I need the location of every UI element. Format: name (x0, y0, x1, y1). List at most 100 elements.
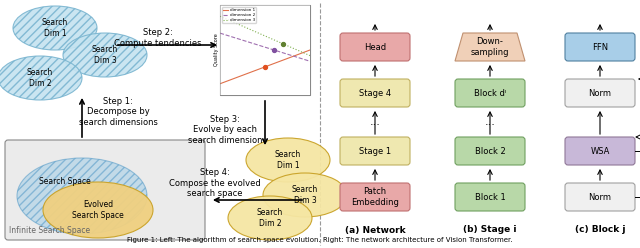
Text: Search Space: Search Space (39, 178, 91, 186)
dimension 1 (230, 77, 238, 80)
dimension 1 (250, 70, 257, 73)
Line: dimension 1: dimension 1 (220, 50, 310, 84)
dimension 2 (278, 51, 285, 54)
Text: Block 1: Block 1 (475, 192, 506, 201)
Text: Search
Dim 1: Search Dim 1 (275, 150, 301, 170)
dimension 2 (292, 55, 300, 58)
Text: Patch
Embedding: Patch Embedding (351, 187, 399, 207)
dimension 1 (235, 75, 243, 78)
Text: (b) Stage i: (b) Stage i (463, 225, 516, 235)
FancyBboxPatch shape (565, 79, 635, 107)
Text: Figure 1: Left: The algorithm of search space evolution. Right: The network arch: Figure 1: Left: The algorithm of search … (127, 237, 513, 243)
Text: FFN: FFN (592, 42, 608, 52)
dimension 3 (254, 31, 262, 34)
Polygon shape (455, 33, 525, 61)
dimension 3 (278, 42, 285, 45)
Text: Search
Dim 1: Search Dim 1 (42, 18, 68, 38)
dimension 2 (301, 58, 309, 61)
dimension 2 (287, 54, 295, 57)
Text: Stage 1: Stage 1 (359, 147, 391, 155)
Text: Step 4:
Compose the evolved
search space: Step 4: Compose the evolved search space (169, 168, 261, 198)
dimension 1 (264, 64, 271, 67)
Text: Stage 4: Stage 4 (359, 89, 391, 97)
dimension 1 (278, 59, 285, 62)
Line: dimension 2: dimension 2 (220, 33, 310, 61)
dimension 2 (254, 43, 262, 46)
dimension 2 (282, 52, 290, 55)
dimension 3 (264, 35, 271, 38)
dimension 2 (306, 60, 314, 63)
dimension 3 (268, 37, 276, 40)
dimension 3 (250, 29, 257, 32)
dimension 1 (221, 81, 228, 84)
dimension 3 (259, 33, 266, 36)
FancyBboxPatch shape (455, 79, 525, 107)
Text: ...: ... (484, 117, 495, 127)
FancyBboxPatch shape (565, 137, 635, 165)
dimension 1 (259, 66, 266, 69)
FancyBboxPatch shape (455, 183, 525, 211)
dimension 3 (287, 46, 295, 49)
FancyBboxPatch shape (5, 140, 205, 240)
dimension 1 (216, 82, 224, 85)
FancyBboxPatch shape (340, 33, 410, 61)
dimension 3 (244, 27, 252, 30)
dimension 1 (254, 68, 262, 71)
Text: (a) Network: (a) Network (345, 225, 405, 235)
Text: Search
Dim 3: Search Dim 3 (292, 185, 318, 205)
FancyBboxPatch shape (455, 137, 525, 165)
dimension 3 (282, 44, 290, 47)
Text: Down-
sampling: Down- sampling (471, 37, 509, 57)
FancyBboxPatch shape (340, 79, 410, 107)
Ellipse shape (43, 182, 153, 238)
Ellipse shape (17, 158, 147, 234)
dimension 2 (259, 45, 266, 48)
dimension 2 (221, 33, 228, 36)
Text: Search
Dim 3: Search Dim 3 (92, 45, 118, 65)
dimension 3 (306, 54, 314, 57)
Text: Evolved
Search Space: Evolved Search Space (72, 200, 124, 220)
dimension 2 (240, 39, 248, 42)
Text: (c) Block j: (c) Block j (575, 225, 625, 235)
Legend: dimension 1, dimension 2, dimension 3: dimension 1, dimension 2, dimension 3 (222, 7, 256, 23)
Text: Norm: Norm (589, 89, 611, 97)
dimension 2 (216, 32, 224, 35)
dimension 3 (273, 40, 281, 43)
Text: Step 2:
Compute tendencies: Step 2: Compute tendencies (115, 28, 202, 48)
Ellipse shape (0, 56, 82, 100)
dimension 1 (292, 54, 300, 57)
dimension 2 (244, 40, 252, 43)
dimension 1 (297, 52, 305, 55)
Line: dimension 3: dimension 3 (220, 16, 310, 56)
dimension 3 (301, 52, 309, 55)
dimension 2 (273, 49, 281, 52)
dimension 1 (287, 56, 295, 59)
dimension 3 (221, 17, 228, 20)
Text: Block dᴵ: Block dᴵ (474, 89, 506, 97)
Text: Head: Head (364, 42, 386, 52)
dimension 3 (297, 50, 305, 53)
Text: ...: ... (369, 117, 380, 127)
dimension 3 (230, 21, 238, 24)
dimension 3 (240, 25, 248, 28)
FancyBboxPatch shape (340, 137, 410, 165)
FancyBboxPatch shape (565, 33, 635, 61)
Ellipse shape (246, 138, 330, 182)
dimension 1 (273, 61, 281, 64)
Text: Infinite Search Space: Infinite Search Space (9, 226, 90, 235)
Ellipse shape (13, 6, 97, 50)
Text: Search
Dim 2: Search Dim 2 (257, 208, 283, 228)
dimension 3 (216, 15, 224, 18)
Text: Search
Dim 2: Search Dim 2 (27, 68, 53, 88)
dimension 2 (226, 35, 234, 38)
Text: WSA: WSA (590, 147, 610, 155)
Text: Norm: Norm (589, 192, 611, 201)
dimension 2 (268, 48, 276, 51)
dimension 1 (244, 72, 252, 75)
Text: Step 3:
Evolve by each
search dimension: Step 3: Evolve by each search dimension (188, 115, 262, 145)
dimension 3 (292, 48, 300, 51)
Text: Block 2: Block 2 (475, 147, 506, 155)
dimension 2 (235, 37, 243, 40)
dimension 2 (297, 57, 305, 60)
Ellipse shape (63, 33, 147, 77)
